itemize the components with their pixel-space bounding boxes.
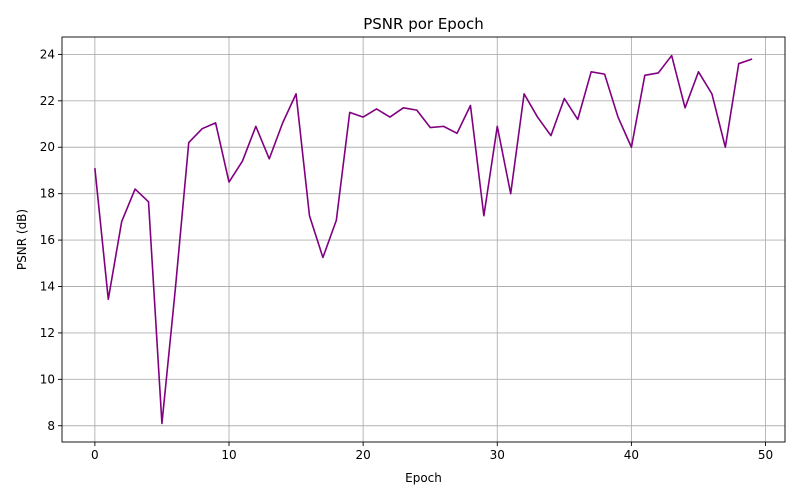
y-tick-label: 10: [40, 372, 55, 386]
plot-frame: [61, 36, 786, 443]
y-tick-label: 22: [40, 94, 55, 108]
y-tick-label: 24: [40, 47, 55, 61]
psnr-series-line: [94, 54, 753, 425]
y-axis-label: PSNR (dB): [15, 209, 29, 270]
x-tick-label: 10: [221, 448, 236, 462]
x-tick-label: 50: [758, 448, 773, 462]
grid: [62, 37, 785, 442]
x-tick-label: 0: [91, 448, 99, 462]
series-layer: [94, 54, 753, 425]
y-tick-label: 16: [40, 233, 55, 247]
y-tick-label: 8: [47, 419, 55, 433]
x-axis-label: Epoch: [405, 471, 442, 485]
ticks: 0 10 20 30 40 50 8 10 12 14 16 18 20 22 24: [40, 47, 773, 462]
y-tick-label: 18: [40, 187, 55, 201]
y-tick-label: 14: [40, 279, 55, 293]
x-tick-label: 30: [490, 448, 505, 462]
y-tick-label: 12: [40, 326, 55, 340]
chart-title: PSNR por Epoch: [363, 15, 484, 33]
y-tick-label: 20: [40, 140, 55, 154]
x-tick-label: 40: [624, 448, 639, 462]
x-tick-label: 20: [355, 448, 370, 462]
